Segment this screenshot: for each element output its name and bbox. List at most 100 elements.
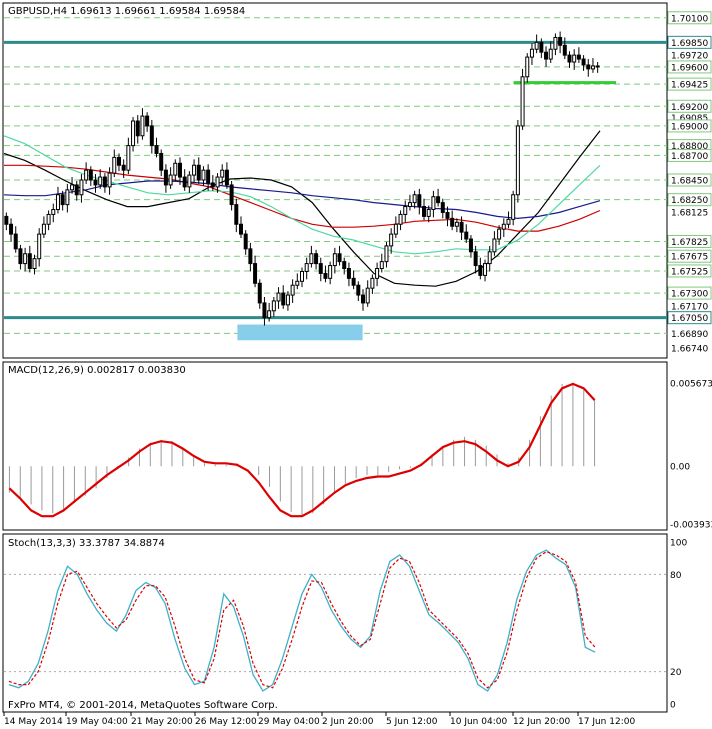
stoch-scale-label: 80: [670, 571, 682, 581]
svg-text:1.67170: 1.67170: [671, 302, 708, 312]
svg-text:1.66890: 1.66890: [671, 330, 708, 340]
candle: [13, 226, 18, 253]
x-tick-label: 21 May 20:00: [131, 717, 193, 727]
candle: [55, 186, 60, 214]
x-tick-label: 2 Jun 20:00: [322, 717, 374, 727]
candle: [567, 51, 572, 68]
candle: [257, 279, 262, 309]
candle: [295, 273, 300, 290]
price-scale-label: 1.67170: [671, 302, 708, 312]
price-scale-label: 1.69600: [667, 60, 712, 74]
moving-average-1: [4, 164, 601, 232]
price-scale-label: 1.67300: [667, 286, 712, 300]
price-title: GBPUSD,H4 1.69613 1.69661 1.69584 1.6958…: [8, 6, 245, 17]
candle: [182, 169, 187, 191]
candle: [210, 175, 215, 191]
candle: [18, 244, 23, 270]
price-scale-label: 1.69200: [667, 99, 712, 113]
candle: [342, 257, 347, 275]
candle: [168, 167, 173, 189]
candle: [332, 247, 337, 274]
candle: [88, 166, 93, 186]
candle: [548, 41, 553, 63]
candle: [248, 242, 253, 272]
candle: [93, 174, 98, 193]
candle: [323, 265, 328, 283]
candle: [281, 285, 286, 309]
candle: [361, 289, 366, 311]
candle: [562, 37, 567, 60]
candle: [506, 211, 511, 229]
candle: [159, 149, 164, 177]
candle: [145, 112, 150, 132]
svg-text:1.69085: 1.69085: [671, 114, 708, 124]
candle: [173, 159, 178, 181]
candle: [511, 190, 516, 226]
candle: [431, 190, 436, 218]
candle: [304, 257, 309, 280]
stoch-title: Stoch(13,3,3) 33.3787 34.8874: [8, 538, 165, 549]
candle: [37, 228, 42, 267]
candle: [318, 257, 323, 282]
svg-text:1.67525: 1.67525: [671, 267, 708, 277]
candle: [520, 68, 525, 130]
candle: [473, 245, 478, 274]
candle: [32, 254, 37, 275]
macd-scale-label: 0.005673: [670, 379, 712, 389]
candle: [107, 167, 112, 195]
stoch-panel-frame: [2, 533, 668, 713]
x-tick-label: 26 May 12:00: [195, 717, 257, 727]
candle: [46, 210, 51, 231]
candle: [544, 46, 549, 67]
candle: [436, 188, 441, 207]
candle: [102, 173, 107, 193]
macd-scale-label: 0.00: [670, 463, 690, 473]
stoch-series: 100 80 20 0: [4, 539, 687, 711]
candle: [135, 115, 140, 144]
x-tick-label: 10 Jun 04:00: [450, 717, 507, 727]
x-tick-label: 12 Jun 20:00: [513, 717, 570, 727]
candle: [238, 216, 243, 239]
candle: [41, 216, 46, 239]
x-tick-label: 17 Jun 12:00: [578, 717, 635, 727]
stoch-scale-label: 0: [670, 701, 676, 711]
price-scale-label: 1.67675: [667, 249, 712, 263]
price-scale-label: 1.68250: [667, 193, 712, 207]
svg-text:1.67050: 1.67050: [671, 314, 708, 324]
candle: [539, 38, 544, 59]
candle: [79, 174, 84, 203]
candle: [450, 210, 455, 231]
x-axis: 14 May 2014 19 May 04:00 21 May 20:00 26 Ma…: [3, 712, 635, 727]
price-scale-label: 1.67050: [667, 311, 712, 325]
candle: [501, 218, 506, 238]
macd-title: MACD(12,26,9) 0.002817 0.003830: [8, 365, 186, 376]
candle: [70, 177, 75, 194]
candle: [262, 297, 267, 326]
candle: [412, 190, 417, 209]
price-scale-label: 1.66890: [671, 330, 708, 340]
candles: [4, 31, 600, 326]
candle: [440, 198, 445, 219]
price-scale-label: 1.66740: [671, 345, 708, 355]
svg-text:1.67675: 1.67675: [671, 253, 708, 263]
candle: [379, 253, 384, 273]
candle: [492, 231, 497, 256]
candle: [576, 47, 581, 63]
candle: [154, 137, 159, 158]
stoch-signal-line: [8, 551, 596, 689]
candle: [220, 164, 225, 185]
svg-text:1.68800: 1.68800: [671, 142, 708, 152]
svg-text:1.67300: 1.67300: [671, 290, 708, 300]
candle: [398, 210, 403, 231]
price-scale-label: 1.70100: [667, 11, 712, 25]
candle: [131, 117, 136, 152]
support-zone-box: [237, 324, 363, 341]
candle: [403, 200, 408, 223]
svg-text:1.69000: 1.69000: [671, 122, 708, 132]
candle: [27, 245, 32, 273]
candle: [468, 235, 473, 258]
price-scale-label: 1.69850: [667, 35, 712, 49]
macd-scale-label: -0.003933: [670, 521, 712, 531]
svg-text:1.68250: 1.68250: [671, 196, 708, 206]
candle: [534, 34, 539, 54]
